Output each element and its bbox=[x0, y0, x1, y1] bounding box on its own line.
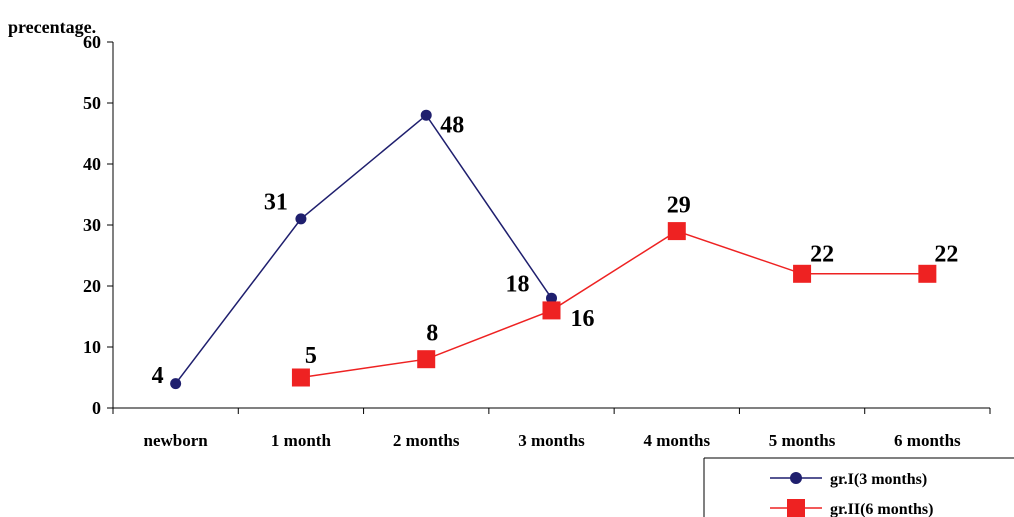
series-line bbox=[300, 230, 928, 379]
data-label: 48 bbox=[440, 113, 464, 139]
x-tick-label: 1 month bbox=[271, 431, 332, 450]
series-point bbox=[793, 264, 812, 283]
x-tick-label: 4 months bbox=[643, 431, 710, 450]
data-label: 16 bbox=[571, 306, 595, 332]
x-ticks: newborn 1 month 2 months 3 months 4 months 5 … bbox=[112, 408, 991, 450]
series-point bbox=[295, 213, 307, 225]
legend: gr.I(3 months) gr.II(6 months) bbox=[703, 457, 1014, 517]
legend-marker bbox=[790, 472, 802, 484]
series-1 bbox=[170, 109, 557, 390]
series-2 bbox=[291, 222, 937, 387]
series-point bbox=[542, 301, 561, 320]
series-point bbox=[420, 109, 432, 121]
series-point bbox=[667, 222, 686, 241]
series-point bbox=[546, 292, 557, 304]
y-ticks: 0 10 20 30 40 50 60 bbox=[83, 32, 113, 418]
x-tick-label: 6 months bbox=[894, 431, 961, 450]
series-point bbox=[170, 378, 182, 390]
y-tick-label: 20 bbox=[83, 276, 101, 296]
y-tick-label: 50 bbox=[83, 93, 101, 113]
y-tick-label: 60 bbox=[83, 32, 101, 52]
legend-entry: gr.II(6 months) bbox=[770, 499, 933, 517]
x-tick-label: 3 months bbox=[518, 431, 585, 450]
x-tick-label: newborn bbox=[144, 431, 209, 450]
data-label: 29 bbox=[667, 193, 691, 219]
data-label: 8 bbox=[426, 321, 438, 347]
data-label: 5 bbox=[305, 343, 317, 369]
series-point bbox=[417, 350, 436, 369]
y-tick-label: 0 bbox=[92, 398, 101, 418]
series-point bbox=[291, 368, 310, 387]
y-axis-label: precentage. bbox=[8, 17, 96, 37]
data-label: 4 bbox=[152, 363, 164, 389]
series-point bbox=[918, 264, 937, 283]
y-tick-label: 30 bbox=[83, 215, 101, 235]
series-line bbox=[175, 114, 553, 385]
x-tick-label: 2 months bbox=[393, 431, 460, 450]
series-layer bbox=[170, 109, 937, 390]
x-tick-label: 5 months bbox=[769, 431, 836, 450]
axes bbox=[112, 42, 990, 409]
legend-label: gr.I(3 months) bbox=[830, 471, 927, 488]
y-tick-label: 40 bbox=[83, 154, 101, 174]
legend-label: gr.II(6 months) bbox=[830, 501, 933, 517]
data-label: 22 bbox=[934, 241, 958, 267]
data-label: 31 bbox=[264, 189, 288, 215]
data-label: 22 bbox=[810, 241, 834, 267]
legend-entry: gr.I(3 months) bbox=[770, 471, 927, 488]
data-labels-layer: 4 31 48 18 5 8 16 29 22 22 bbox=[152, 113, 959, 389]
legend-marker bbox=[787, 499, 805, 517]
data-label: 18 bbox=[506, 272, 530, 298]
y-tick-label: 10 bbox=[83, 337, 101, 357]
